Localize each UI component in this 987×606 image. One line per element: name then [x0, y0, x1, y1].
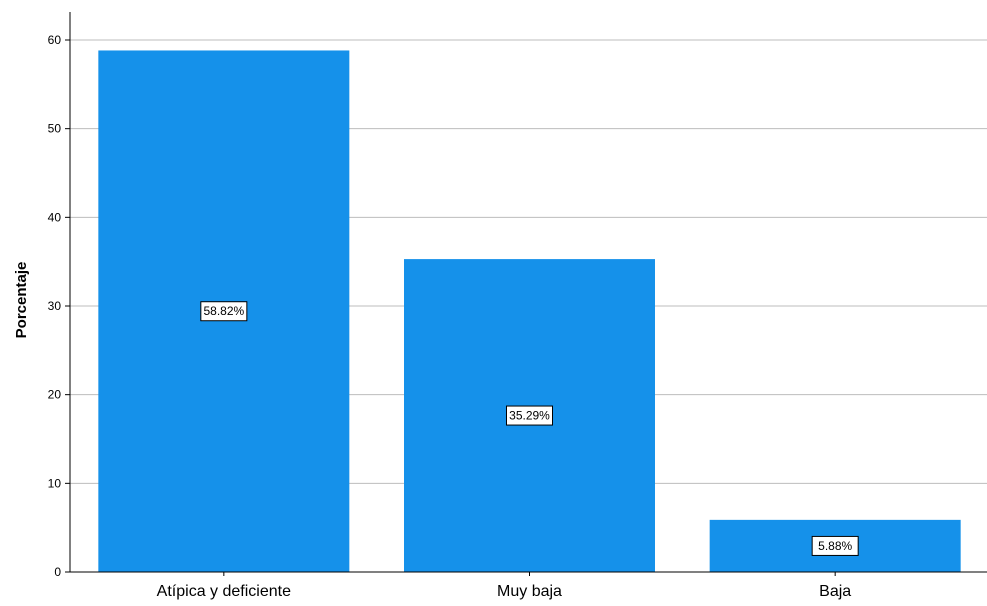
y-tick-label: 0 — [54, 565, 61, 579]
x-tick-label: Atípica y deficiente — [157, 583, 291, 600]
data-labels: 58.82% 35.29% 5.88% — [200, 301, 859, 556]
y-tick-labels: 0 10 20 30 40 50 60 — [48, 33, 70, 579]
axes — [69, 12, 987, 573]
y-tick-label: 10 — [48, 476, 62, 490]
y-tick-label: 40 — [48, 210, 62, 224]
data-label-box — [811, 535, 859, 556]
x-tick-label: Baja — [819, 583, 851, 600]
data-label-text: 5.88% — [818, 539, 852, 553]
y-axis-label: Porcentaje — [13, 262, 30, 339]
x-tick-labels: Atípica y deficiente Muy baja Baja — [157, 572, 851, 600]
y-tick-label: 50 — [48, 122, 62, 136]
y-tick-label: 60 — [48, 33, 62, 47]
data-label-text: 58.82% — [203, 304, 244, 318]
x-tick-label: Muy baja — [497, 583, 562, 600]
data-label: 35.29% — [506, 405, 553, 426]
y-tick-label: 30 — [48, 299, 62, 313]
data-label: 58.82% — [200, 301, 248, 322]
data-label-box — [506, 405, 553, 426]
data-label-box — [200, 301, 248, 322]
data-label: 5.88% — [811, 535, 859, 556]
y-tick-label: 20 — [48, 388, 62, 402]
data-label-text: 35.29% — [509, 409, 550, 423]
